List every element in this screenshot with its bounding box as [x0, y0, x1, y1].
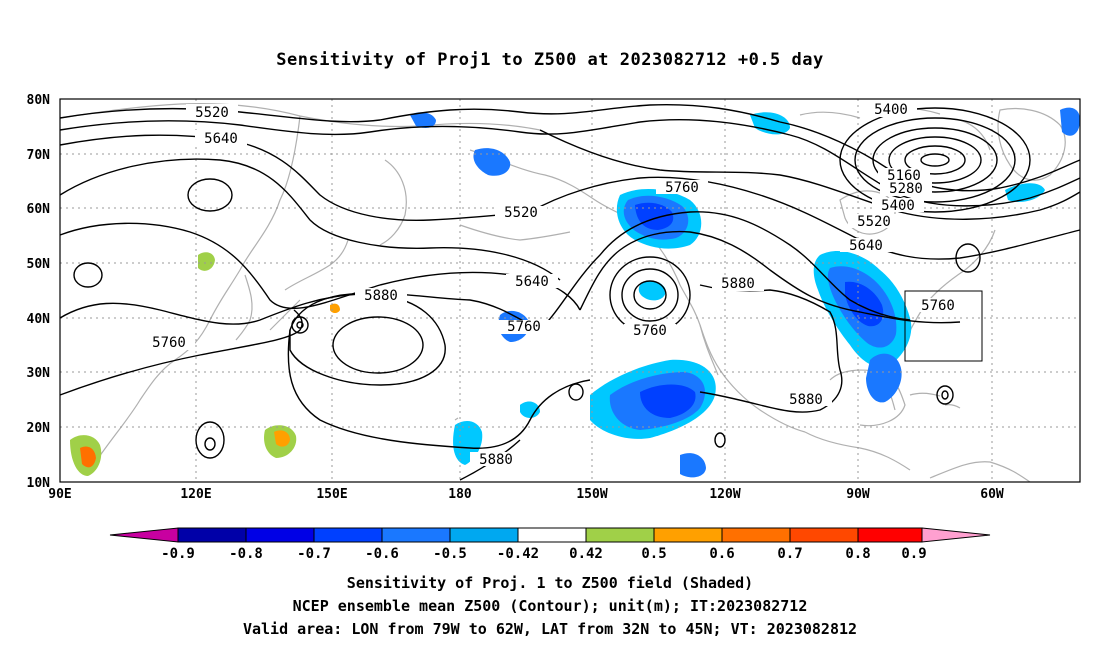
latitude-labels: 80N 70N 60N 50N 40N 30N 20N 10N: [27, 93, 51, 491]
contour-label: 5760: [921, 298, 955, 314]
z500-contours: [59, 103, 1081, 481]
colorbar-over-arrow: [921, 527, 991, 543]
contour-label: 5760: [152, 335, 186, 351]
contour-label: 5880: [721, 276, 755, 292]
lon-label: 60W: [980, 487, 1004, 502]
contour-label: 5640: [849, 238, 883, 254]
colorbar-label: -0.9: [161, 546, 195, 562]
colorbar-label: 0.8: [845, 546, 870, 562]
contour-label: 5400: [881, 198, 915, 214]
contour-label: 5280: [889, 181, 923, 197]
colorbar-label: -0.8: [229, 546, 263, 562]
lat-label: 40N: [27, 312, 51, 327]
colorbar: [109, 527, 991, 543]
lon-label: 150W: [576, 487, 607, 502]
page-title: Sensitivity of Proj1 to Z500 at 20230827…: [276, 50, 824, 70]
colorbar-swatch: [449, 527, 519, 543]
colorbar-swatch: [245, 527, 315, 543]
lat-label: 20N: [27, 421, 51, 436]
contour-label: 5520: [504, 205, 538, 221]
colorbar-swatch: [653, 527, 723, 543]
contour-label: 5640: [204, 131, 238, 147]
colorbar-under-arrow: [109, 527, 179, 543]
contour-label: 5520: [195, 105, 229, 121]
lat-label: 50N: [27, 257, 51, 272]
lat-label: 10N: [27, 476, 51, 491]
lon-label: 120E: [180, 487, 211, 502]
contour-label: 5760: [633, 323, 667, 339]
colorbar-label: 0.7: [777, 546, 802, 562]
contour-labels: 5520 5640 5760 5880 5400 5160 5280 5520 …: [143, 101, 964, 468]
colorbar-label: 0.42: [569, 546, 603, 562]
coastlines: [59, 103, 1066, 483]
map-panel: 5520 5640 5760 5880 5400 5160 5280 5520 …: [59, 98, 1081, 483]
colorbar-label: 0.6: [709, 546, 734, 562]
contour-label: 5760: [665, 180, 699, 196]
colorbar-label: 0.9: [901, 546, 926, 562]
contour-label: 5160: [887, 168, 921, 184]
lon-label: 90E: [48, 487, 71, 502]
colorbar-labels: -0.9 -0.8 -0.7 -0.6 -0.5 -0.42 0.42 0.5 …: [161, 546, 927, 562]
colorbar-label: -0.7: [297, 546, 331, 562]
grid-lines: [60, 99, 1080, 482]
contour-label: 5400: [874, 102, 908, 118]
lon-label: 120W: [709, 487, 740, 502]
colorbar-label: -0.6: [365, 546, 399, 562]
lat-label: 60N: [27, 202, 51, 217]
lon-label: 150E: [316, 487, 347, 502]
lat-label: 30N: [27, 366, 51, 381]
colorbar-swatch: [381, 527, 451, 543]
footer-line-shaded: Sensitivity of Proj. 1 to Z500 field (Sh…: [346, 574, 754, 592]
colorbar-swatch: [177, 527, 247, 543]
footer-line-valid-area: Valid area: LON from 79W to 62W, LAT fro…: [242, 620, 858, 638]
contour-label: 5640: [515, 274, 549, 290]
lat-label: 70N: [27, 148, 51, 163]
lon-label: 90W: [846, 487, 870, 502]
colorbar-label: -0.42: [497, 546, 539, 562]
contour-label: 5520: [857, 214, 891, 230]
colorbar-swatch: [721, 527, 791, 543]
footer-line-contour: NCEP ensemble mean Z500 (Contour); unit(…: [292, 597, 808, 615]
contour-label: 5880: [789, 392, 823, 408]
colorbar-label: -0.5: [433, 546, 467, 562]
colorbar-swatch: [313, 527, 383, 543]
colorbar-swatch: [585, 527, 655, 543]
valid-area-box: [904, 290, 983, 362]
lat-label: 80N: [27, 93, 51, 108]
lon-label: 180: [448, 487, 472, 502]
colorbar-swatch: [517, 527, 587, 543]
colorbar-label: 0.5: [641, 546, 666, 562]
contour-label: 5760: [507, 319, 541, 335]
longitude-labels: 90E 120E 150E 180 150W 120W 90W 60W: [48, 487, 1004, 502]
colorbar-swatch: [789, 527, 859, 543]
contour-label: 5880: [364, 288, 398, 304]
colorbar-swatch: [857, 527, 923, 543]
contour-label: 5880: [479, 452, 513, 468]
